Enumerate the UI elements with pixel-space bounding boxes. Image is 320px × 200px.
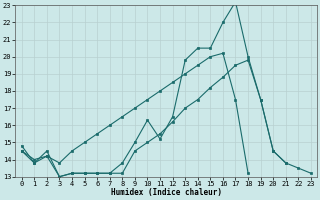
X-axis label: Humidex (Indice chaleur): Humidex (Indice chaleur) — [111, 188, 222, 197]
